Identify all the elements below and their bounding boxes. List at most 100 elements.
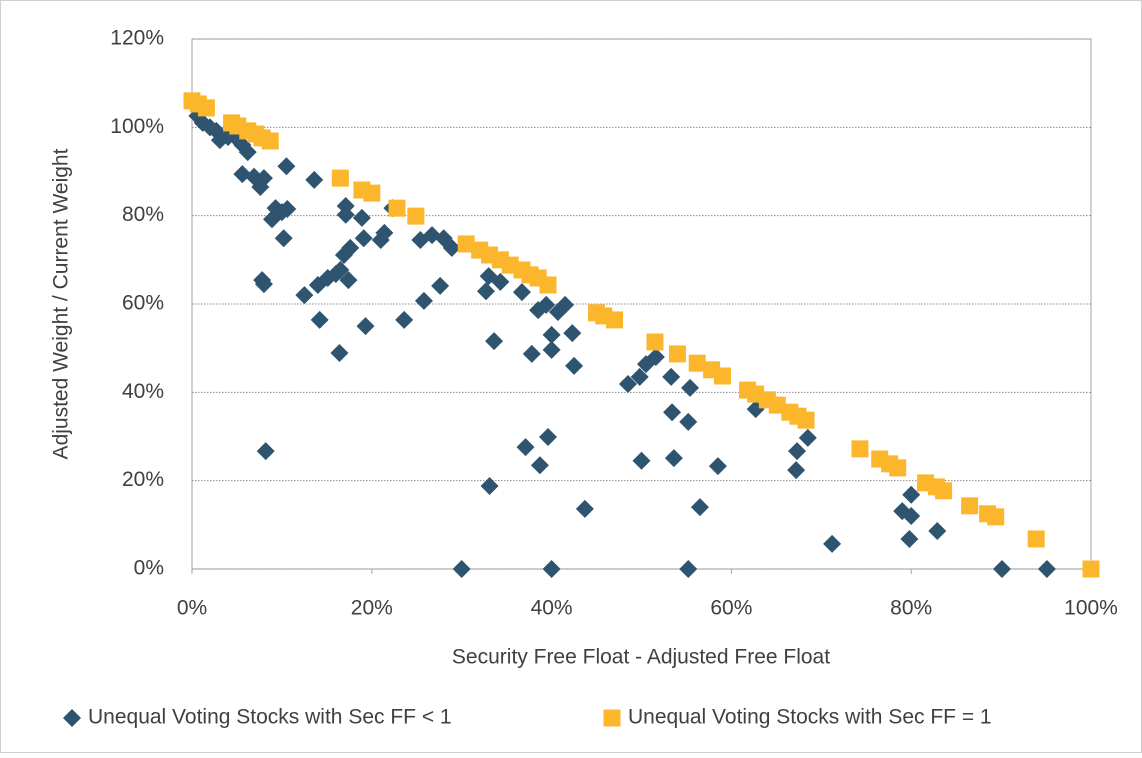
point <box>889 459 907 477</box>
y-axis-title: Adjusted Weight / Current Weight <box>50 148 73 459</box>
point <box>238 143 257 162</box>
point <box>339 271 358 290</box>
point <box>233 165 252 184</box>
point <box>823 534 842 553</box>
point <box>664 449 683 468</box>
point <box>512 283 531 302</box>
point <box>679 560 698 578</box>
point <box>542 560 561 578</box>
point <box>341 238 360 257</box>
point <box>491 272 510 291</box>
x-tick-label: 40% <box>531 597 573 620</box>
point <box>679 412 698 431</box>
point <box>274 229 293 248</box>
point <box>254 169 273 188</box>
point <box>193 113 212 132</box>
point <box>395 310 414 329</box>
legend-marker <box>603 709 621 727</box>
point <box>690 498 709 517</box>
point <box>542 340 561 359</box>
point <box>1082 560 1100 578</box>
point <box>961 497 979 515</box>
point <box>256 442 275 461</box>
point <box>516 438 535 457</box>
point <box>277 157 296 176</box>
point <box>485 332 504 351</box>
point <box>442 238 461 257</box>
point <box>1037 560 1056 578</box>
point <box>798 428 817 447</box>
point <box>902 507 921 525</box>
point <box>713 367 731 385</box>
point <box>480 476 499 495</box>
point <box>431 276 450 295</box>
point <box>375 223 394 242</box>
point <box>987 508 1005 526</box>
point <box>797 411 815 429</box>
point <box>537 295 556 314</box>
point <box>310 310 329 329</box>
point <box>330 344 349 363</box>
y-tick-label: 100% <box>110 115 164 138</box>
point <box>457 235 475 253</box>
point <box>530 456 549 475</box>
point <box>606 311 624 329</box>
point <box>336 205 355 224</box>
point <box>197 99 215 117</box>
point <box>851 440 869 458</box>
point <box>476 282 495 301</box>
point <box>630 367 649 386</box>
point <box>708 457 727 476</box>
point <box>407 207 425 225</box>
point <box>935 482 953 500</box>
point <box>563 324 582 343</box>
point <box>632 451 651 470</box>
y-tick-label: 60% <box>122 292 164 315</box>
point <box>646 333 664 351</box>
point <box>992 560 1011 578</box>
point <box>254 275 273 294</box>
point <box>539 276 557 294</box>
x-tick-label: 0% <box>177 597 207 620</box>
point <box>278 200 297 219</box>
point <box>619 374 638 393</box>
point <box>356 317 375 336</box>
x-axis-title: Security Free Float - Adjusted Free Floa… <box>452 646 830 669</box>
point <box>668 345 686 363</box>
point <box>452 560 471 578</box>
point <box>352 208 371 227</box>
point <box>902 485 921 504</box>
point <box>305 170 324 189</box>
point <box>662 367 681 386</box>
x-tick-label: 100% <box>1064 597 1118 620</box>
x-tick-label: 80% <box>890 597 932 620</box>
legend-marker <box>63 709 81 727</box>
point <box>681 378 700 397</box>
point <box>788 442 807 461</box>
y-tick-label: 80% <box>122 203 164 226</box>
point <box>331 260 350 279</box>
point <box>1027 530 1045 548</box>
point <box>542 325 561 344</box>
point <box>414 291 433 310</box>
legend-label: Unequal Voting Stocks with Sec FF = 1 <box>628 706 992 729</box>
point <box>575 499 594 518</box>
x-tick-label: 20% <box>351 597 393 620</box>
point <box>388 199 406 217</box>
point <box>663 403 682 422</box>
point <box>539 427 558 446</box>
legend-label: Unequal Voting Stocks with Sec FF < 1 <box>88 706 452 729</box>
y-tick-label: 20% <box>122 468 164 491</box>
point <box>688 354 706 372</box>
point <box>928 522 947 541</box>
point <box>261 132 279 150</box>
point <box>556 295 575 314</box>
point <box>900 529 919 548</box>
point <box>295 286 314 305</box>
point <box>354 229 373 248</box>
x-tick-label: 60% <box>710 597 752 620</box>
point <box>646 348 665 366</box>
point <box>565 356 584 375</box>
